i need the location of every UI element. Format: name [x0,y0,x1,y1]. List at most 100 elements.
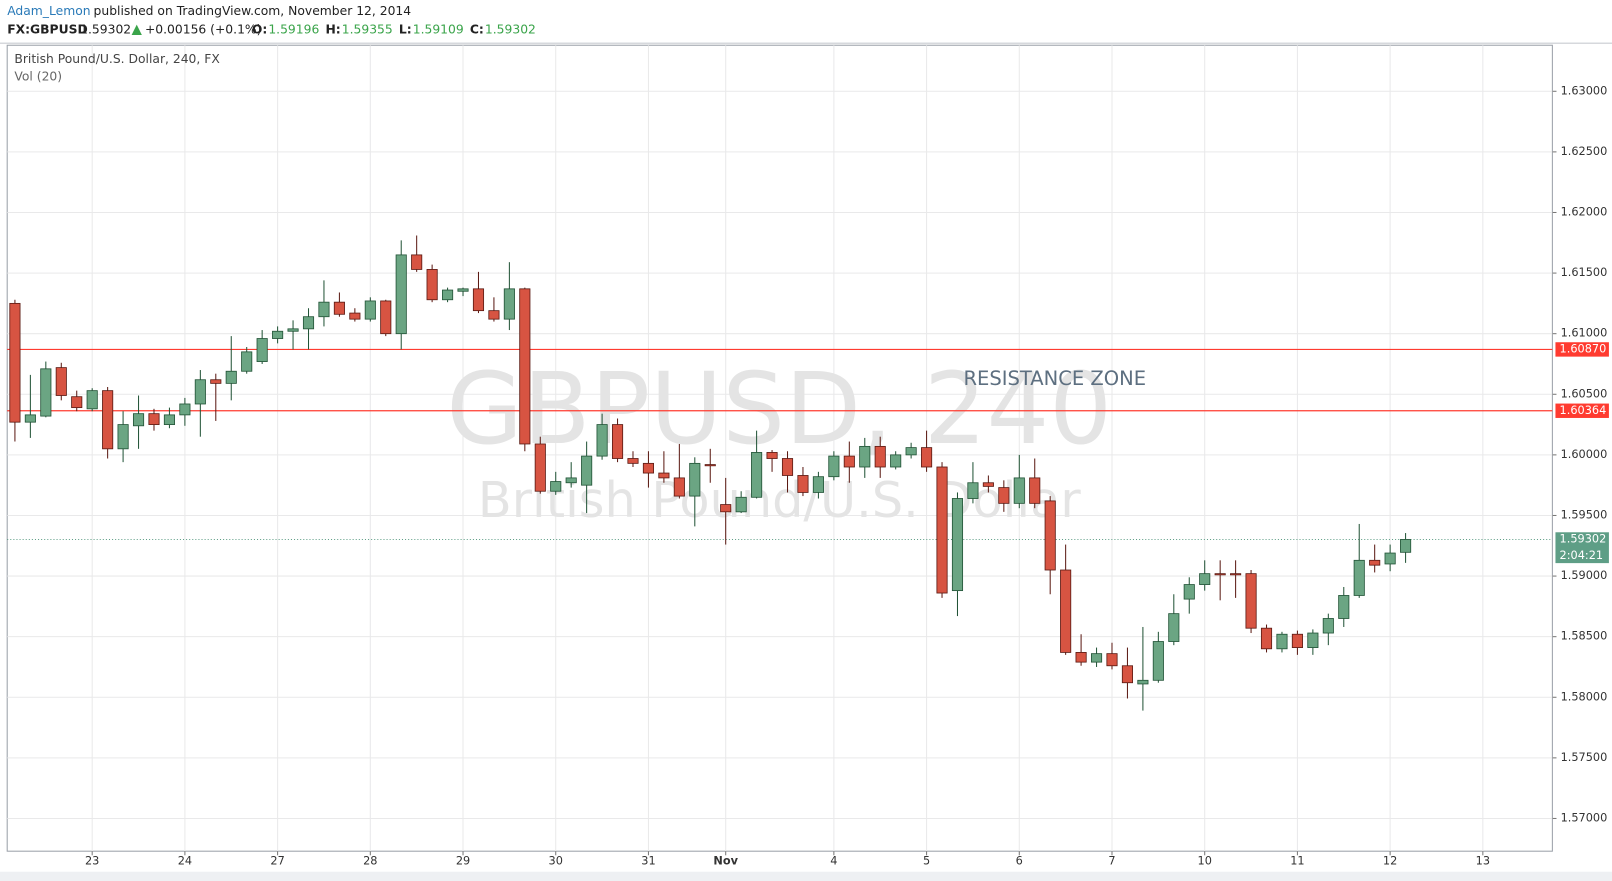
candle-body [1121,665,1134,684]
candle-body [1384,552,1396,565]
candle-body [751,452,763,498]
change: +0.00156 (+0.1%) [145,22,262,36]
candle-body [1199,573,1211,585]
footer-band [0,871,1612,881]
y-tick-label: 1.61500 [1561,266,1608,279]
candle-body [1090,653,1103,663]
up-arrow [131,24,142,35]
candle-body [24,414,36,423]
candle-body [951,498,964,592]
candle-body [1307,632,1319,648]
candle-body [1245,573,1257,629]
candle-body [364,300,376,320]
candle-body [411,254,423,270]
candle-body [982,482,994,487]
x-tick-label: 6 [1016,854,1023,867]
y-tick-label: 1.58500 [1561,630,1608,643]
candle-body [581,455,593,486]
candle-body [333,301,345,315]
candle-body [1183,584,1195,600]
candle-body [302,316,315,330]
candle-body [380,300,392,335]
candle-body [534,443,546,492]
candle-body [488,310,500,320]
candle-body [519,288,531,445]
candle-body [241,351,253,372]
x-tick-label: 4 [830,854,837,867]
candle-body [550,481,562,492]
candle-body [472,288,485,312]
y-tick-label: 1.57500 [1561,751,1608,764]
level-label: 1.60870 [1560,342,1607,355]
candle-body [781,458,794,476]
y-tick-label: 1.58000 [1561,690,1608,703]
candle-body [1322,618,1334,634]
x-tick-label: 12 [1383,854,1397,867]
candle-body [812,476,824,493]
candle-body [272,330,284,339]
x-tick-label: 5 [923,854,930,867]
ohlc-label: H: [325,22,340,36]
candle-body [1137,679,1149,685]
y-tick-label: 1.63000 [1561,84,1608,97]
candle-body [689,462,701,497]
candle-body [611,424,624,459]
x-tick-label: 10 [1198,854,1212,867]
candle-body [1400,539,1412,553]
level-tag [1555,403,1609,418]
y-tick-label: 1.60000 [1561,448,1608,461]
candle-body [704,464,716,467]
candle-body [1168,613,1180,642]
x-tick-label: 7 [1108,854,1115,867]
ohlc-label: C: [470,22,484,36]
watermark-symbol: GBPUSD, 240 [446,352,1112,467]
x-tick-label: 28 [363,854,377,867]
y-tick-label: 1.57000 [1561,811,1608,824]
candle-body [1044,500,1056,571]
x-tick-label: Nov [713,854,738,867]
candle-body [797,475,809,493]
candle-body [210,379,222,384]
candle-body [874,445,886,468]
candles [9,235,1412,711]
candle-body [426,269,438,301]
ohlc-value: 1.59196 [268,22,319,36]
candle-body [1013,477,1025,504]
candle-body [102,390,114,450]
candle-body [40,368,52,417]
ohlc-label: O: [252,22,267,36]
x-tick-label: 30 [549,854,563,867]
level-label: 1.60364 [1560,404,1607,417]
watermark-name: British Pound/U.S. Dollar [478,471,1081,529]
x-tick-label: 24 [178,854,192,867]
y-tick-label: 1.62000 [1561,205,1608,218]
x-tick-label: 23 [85,854,99,867]
candle-body [921,447,933,468]
candle-body [596,424,608,457]
candle-body [457,288,469,292]
y-tick-label: 1.60500 [1561,387,1608,400]
candle-body [349,312,361,320]
candle-body [936,466,948,594]
candle-body [194,379,206,405]
candle-body [225,370,237,384]
y-tick-label: 1.62500 [1561,145,1608,158]
axes: 1.57000 1.57500 1.58000 1.58500 1.59000 1.595… [85,84,1609,867]
symbol: FX:GBPUSD [7,22,88,36]
candle-body [1338,595,1350,619]
symbol-line: FX:GBPUSD 1.59302 +0.00156 (+0.1%) O: 1.5… [7,22,536,36]
author[interactable]: Adam_Lemon [7,4,90,18]
candle-body [179,403,191,416]
candle-body [1152,641,1164,681]
last: 1.59302 [80,22,131,36]
candle-body [163,414,175,425]
annotation: RESISTANCE ZONE [963,367,1146,390]
published: published on TradingView.com, November 1… [94,4,412,18]
candle-body [967,482,979,499]
candle-body [55,367,67,396]
level-tag [1555,342,1609,357]
candle-body [117,424,129,450]
